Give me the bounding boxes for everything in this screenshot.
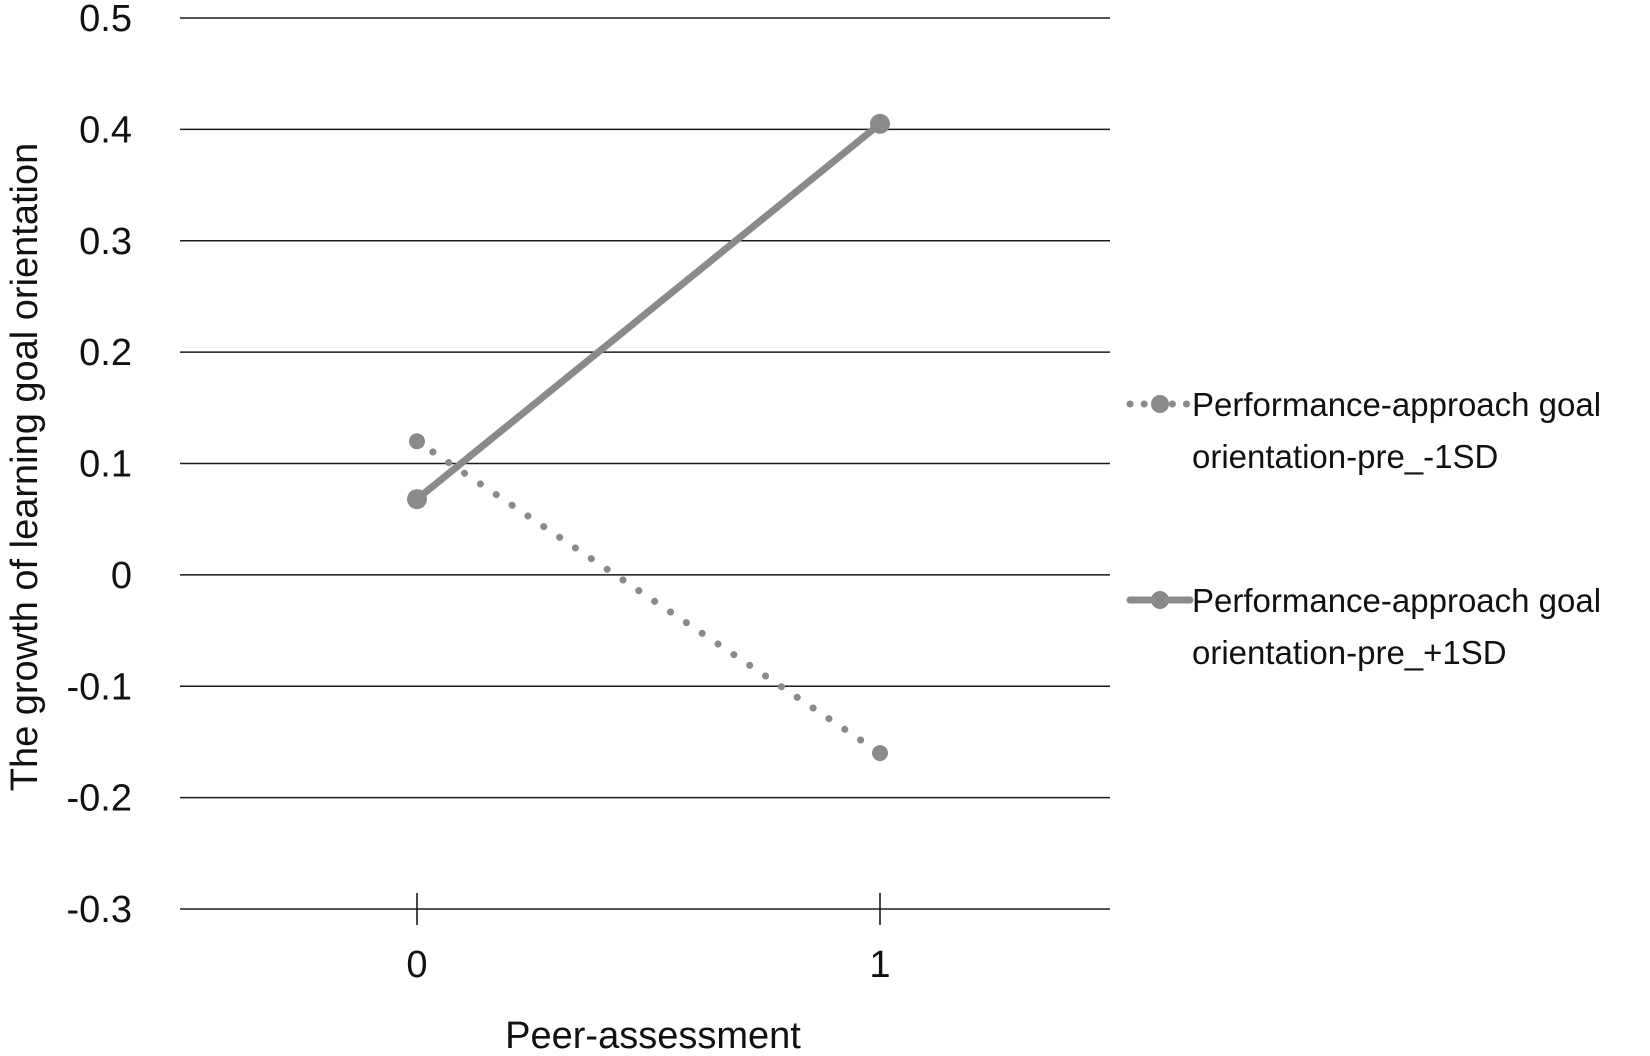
y-axis-tick-labels: 0.5 0.4 0.3 0.2 0.1 0 -0.1 -0.2 -0.3	[67, 0, 132, 931]
series-line-1	[413, 437, 884, 757]
y-tick-label: 0.2	[79, 332, 132, 374]
x-tick-label: 1	[869, 944, 890, 986]
y-tick-label: 0	[111, 555, 132, 597]
legend-swatch-marker	[1151, 591, 1169, 609]
x-tick-label: 0	[406, 944, 427, 986]
y-tick-label: -0.1	[67, 666, 132, 708]
y-tick-label: 0.3	[79, 221, 132, 263]
y-tick-label: 0.1	[79, 444, 132, 486]
legend: Performance-approach goal orientation-pre…	[1126, 386, 1601, 671]
x-axis-title: Peer-assessment	[505, 1015, 801, 1056]
legend-item-1: Performance-approach goal orientation-pre…	[1126, 386, 1601, 475]
y-tick-label: 0.5	[79, 0, 132, 40]
legend-label-line: Performance-approach goal	[1192, 386, 1601, 423]
data-point	[409, 433, 425, 450]
legend-label-line: orientation-pre_+1SD	[1192, 634, 1507, 671]
series-line-2	[413, 120, 884, 503]
legend-label-line: Performance-approach goal	[1192, 582, 1601, 619]
y-axis-title: The growth of learning goal orientation	[4, 143, 46, 792]
y-tick-label: -0.2	[67, 778, 132, 820]
y-tick-label: 0.4	[79, 109, 132, 151]
y-tick-label: -0.3	[67, 889, 132, 931]
data-point	[407, 489, 427, 510]
gridlines	[180, 17, 1110, 910]
legend-label-line: orientation-pre_-1SD	[1192, 438, 1498, 475]
data-point	[872, 745, 888, 762]
data-point	[870, 113, 890, 134]
legend-swatch-marker	[1151, 395, 1169, 413]
legend-item-2: Performance-approach goal orientation-pre…	[1126, 582, 1601, 671]
series-lines	[407, 113, 890, 762]
